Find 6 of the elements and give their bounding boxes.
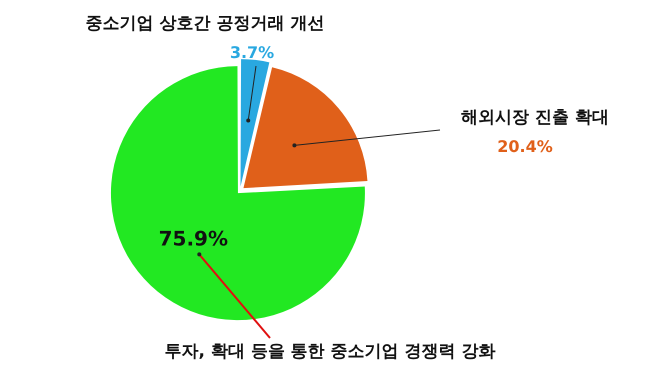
data-label: 20.4% [497, 137, 553, 156]
data-label: 3.7% [230, 43, 274, 62]
data-label: 75.9% [158, 226, 228, 251]
slice-label: 투자, 확대 등을 통한 중소기업 경쟁력 강화 [164, 341, 496, 362]
slice-label: 중소기업 상호간 공정거래 개선 [86, 13, 324, 34]
slice-label: 해외시장 진출 확대 [461, 107, 609, 128]
